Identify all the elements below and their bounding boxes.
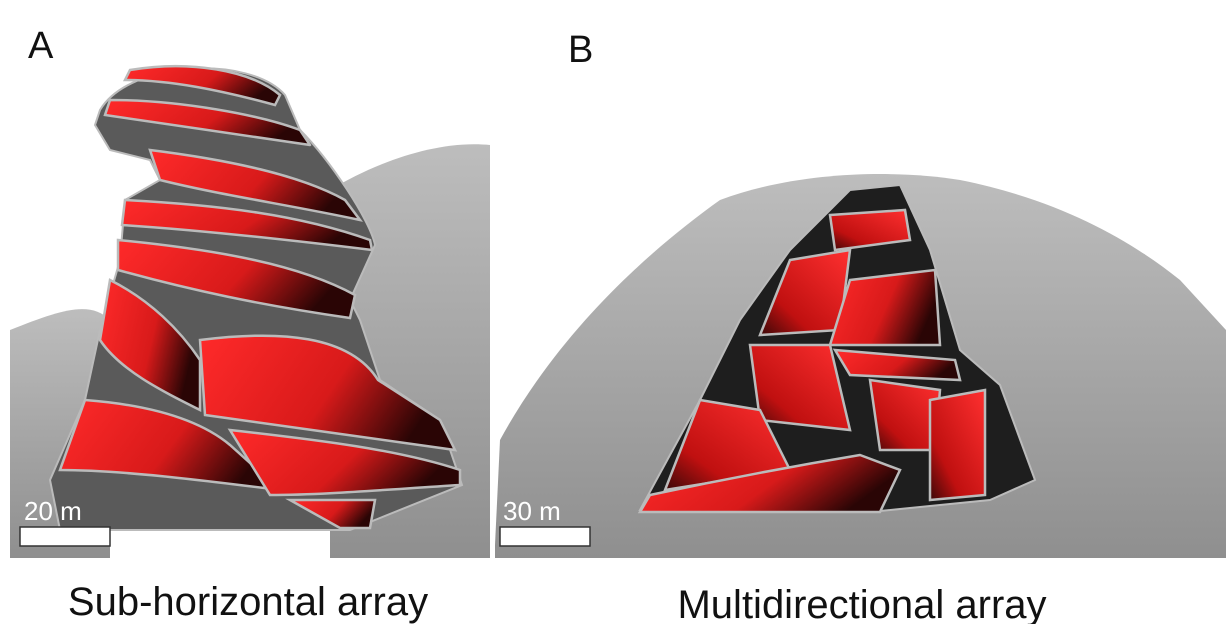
fracture xyxy=(120,198,374,252)
scale-label: 20 m xyxy=(24,496,82,526)
fracture xyxy=(928,388,987,502)
caption: Multidirectional array xyxy=(677,583,1046,624)
fracture xyxy=(828,268,942,347)
fracture xyxy=(98,278,202,413)
fracture xyxy=(198,334,458,452)
scale-bar xyxy=(19,526,111,547)
fracture xyxy=(148,148,364,222)
fracture xyxy=(832,348,962,382)
fracture xyxy=(116,238,357,320)
fracture xyxy=(637,453,902,514)
fracture xyxy=(285,498,377,530)
fracture xyxy=(227,428,462,497)
scale-label: 30 m xyxy=(503,496,561,526)
panel-a: A 20 m xyxy=(10,25,490,558)
panel-label: A xyxy=(28,25,54,67)
caption: Sub-horizontal array xyxy=(68,580,428,624)
fracture xyxy=(828,208,912,252)
scale-bar xyxy=(499,526,591,547)
fracture xyxy=(748,343,852,432)
panel-b: B 30 m xyxy=(495,29,1226,559)
fracture xyxy=(103,98,313,147)
panel-label: B xyxy=(568,29,593,71)
fracture xyxy=(122,64,282,107)
